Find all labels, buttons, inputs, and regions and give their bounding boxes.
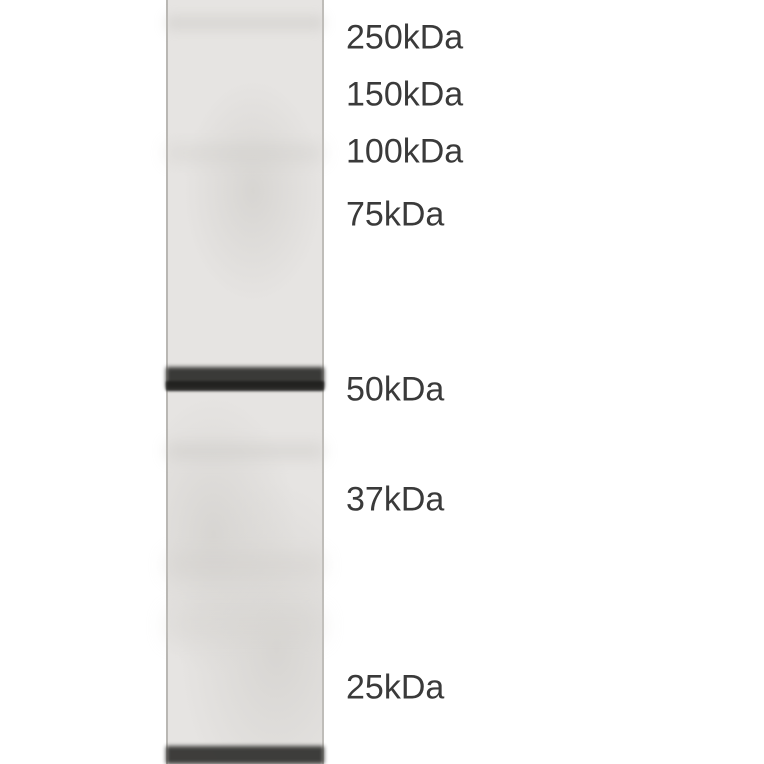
faint-band xyxy=(166,611,324,641)
faint-band xyxy=(166,553,324,577)
primary-band xyxy=(166,381,324,391)
western-blot-lane xyxy=(166,0,324,764)
mw-marker-label: 75kDa xyxy=(346,196,444,235)
mw-marker-label: 50kDa xyxy=(346,371,444,410)
faint-band xyxy=(166,443,324,459)
mw-marker-label: 150kDa xyxy=(346,76,463,115)
mw-marker-label: 100kDa xyxy=(346,133,463,172)
mw-marker-label: 37kDa xyxy=(346,481,444,520)
mw-marker-label: 25kDa xyxy=(346,669,444,708)
faint-band xyxy=(166,746,324,764)
faint-band xyxy=(166,16,324,30)
faint-band xyxy=(166,144,324,162)
mw-marker-label: 250kDa xyxy=(346,19,463,58)
